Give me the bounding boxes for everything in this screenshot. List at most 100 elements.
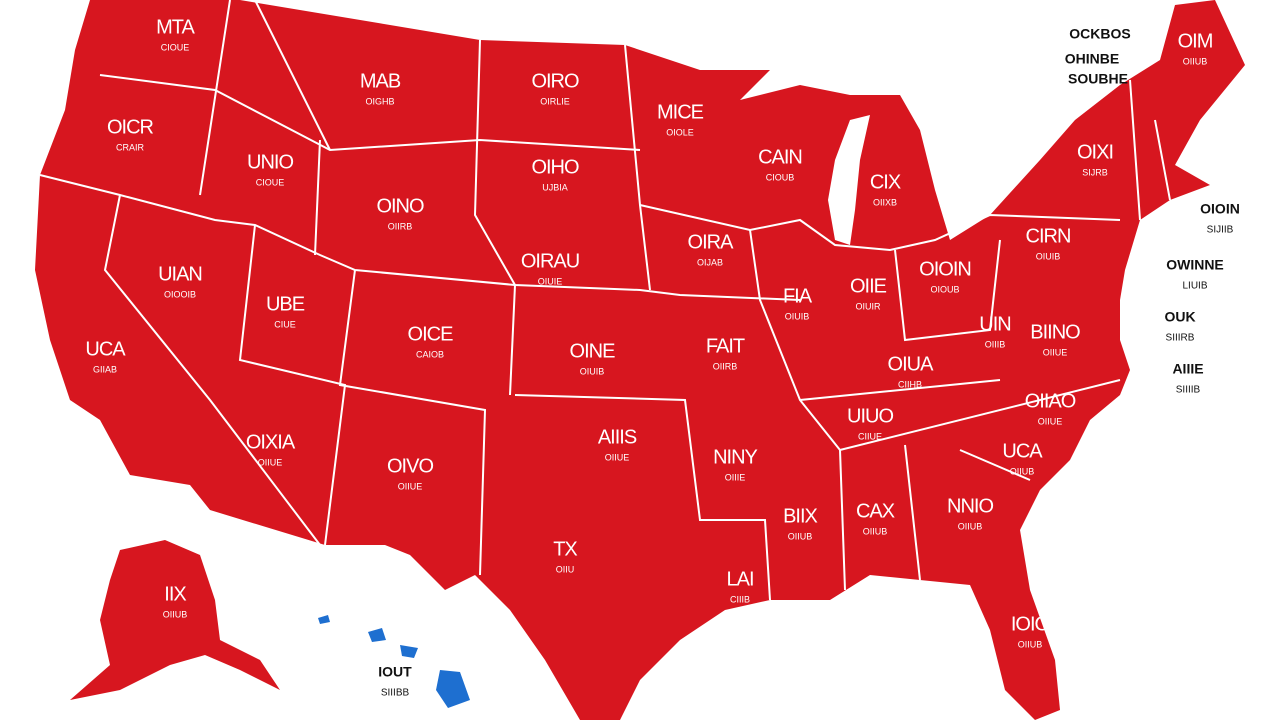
state-sublabel: CIIUE	[858, 431, 882, 441]
state-sublabel: OIIUB	[863, 526, 888, 536]
state-label: OIIE	[850, 275, 887, 297]
callout-sublabel: LIUIB	[1182, 281, 1207, 292]
state-label: UIN	[979, 313, 1010, 335]
state-sublabel: GIIAB	[93, 364, 117, 374]
state-sublabel: OIOLE	[666, 127, 694, 137]
state-label: OIUA	[888, 353, 935, 375]
state-label: OICE	[408, 323, 454, 345]
state-sublabel: OIIUE	[1038, 416, 1063, 426]
state-sublabel: OIIU	[556, 564, 575, 574]
state-sublabel: OIIUB	[163, 609, 188, 619]
state-label: UNIO	[247, 151, 293, 173]
state-sublabel: CIIIB	[730, 594, 750, 604]
state-label: BIINO	[1030, 321, 1080, 343]
state-label: MAB	[360, 70, 401, 92]
state-label: IOIO	[1011, 613, 1050, 635]
state-sublabel: OIIUB	[958, 521, 983, 531]
state-sublabel: CIIHB	[898, 379, 922, 389]
state-label: UBE	[266, 293, 305, 315]
state-label: AIIIS	[598, 426, 637, 448]
state-sublabel: OIUIR	[855, 301, 881, 311]
state-sublabel: OIIUB	[788, 531, 813, 541]
alaska	[70, 540, 280, 700]
state-label: IIX	[164, 583, 186, 605]
state-label: FAIT	[706, 335, 745, 357]
state-sublabel: OIIUB	[1018, 639, 1043, 649]
state-sublabel: OIUIB	[1036, 251, 1061, 261]
state-sublabel: OIIUB	[1010, 466, 1035, 476]
state-label: UCA	[85, 338, 126, 360]
state-sublabel: UJBIA	[542, 182, 568, 192]
state-label: MICE	[657, 101, 704, 123]
hawaii	[318, 615, 470, 708]
state-label: NINY	[713, 446, 757, 468]
state-sublabel: OIIIB	[985, 339, 1006, 349]
state-label: OICR	[107, 116, 154, 138]
state-sublabel: CAIOB	[416, 349, 444, 359]
state-sublabel: OIIUE	[258, 457, 283, 467]
state-sublabel: OIIIE	[725, 472, 746, 482]
callout-sublabel: SIIIBB	[381, 688, 410, 699]
callout-label: SOUBHE	[1068, 71, 1128, 87]
state-label: OIRO	[531, 70, 579, 92]
state-sublabel: CIOUB	[766, 172, 795, 182]
state-label: UIAN	[158, 263, 202, 285]
state-label: TX	[553, 538, 577, 560]
state-sublabel: OIIUE	[1043, 347, 1068, 357]
callout-sublabel: SIIIRB	[1166, 333, 1195, 344]
state-label: OIXIA	[246, 431, 296, 453]
state-label: OIVO	[387, 455, 433, 477]
state-label: OIIAO	[1025, 390, 1076, 412]
callout-label: OCKBOS	[1069, 26, 1130, 42]
callout-label: OWINNE	[1166, 257, 1224, 273]
state-label: OIRA	[688, 231, 735, 253]
state-label: OIOIN	[919, 258, 971, 280]
mainland	[35, 0, 1245, 720]
state-label: MTA	[156, 16, 195, 38]
state-label: OIM	[1178, 30, 1213, 52]
state-sublabel: OIOUB	[930, 284, 959, 294]
callout-label: IOUT	[378, 664, 412, 680]
state-label: LAI	[726, 568, 753, 590]
state-sublabel: OIIRB	[713, 361, 738, 371]
state-sublabel: OIUIB	[580, 366, 605, 376]
state-label: CAIN	[758, 146, 802, 168]
callout-label: OUK	[1164, 309, 1195, 325]
state-label: UIUO	[847, 405, 893, 427]
state-sublabel: OIIXB	[873, 197, 897, 207]
state-sublabel: OIUIE	[538, 276, 563, 286]
state-label: BIIX	[783, 505, 817, 527]
callout-sublabel: SIIIIB	[1176, 385, 1201, 396]
state-label: FIA	[783, 285, 813, 307]
state-sublabel: OIIUB	[1183, 56, 1208, 66]
state-label: CAX	[856, 500, 895, 522]
state-sublabel: CIOUE	[256, 177, 285, 187]
state-sublabel: OIIUE	[605, 452, 630, 462]
state-sublabel: OIOOIB	[164, 289, 196, 299]
state-sublabel: CRAIR	[116, 142, 145, 152]
state-label: CIX	[870, 171, 901, 193]
state-sublabel: OIRLIE	[540, 96, 570, 106]
state-label: CIRN	[1026, 225, 1071, 247]
state-label: UCA	[1002, 440, 1043, 462]
callout-label: OIOIN	[1200, 201, 1240, 217]
state-sublabel: CIUE	[274, 319, 296, 329]
state-sublabel: OIIUE	[398, 481, 423, 491]
callout-sublabel: SIJIIB	[1207, 225, 1234, 236]
state-label: OIHO	[531, 156, 579, 178]
state-sublabel: OIUIB	[785, 311, 810, 321]
state-sublabel: OIIRB	[388, 221, 413, 231]
lake-michigan	[828, 115, 870, 245]
state-borders	[39, 0, 1171, 601]
state-label: OINO	[376, 195, 424, 217]
state-sublabel: SIJRB	[1082, 167, 1108, 177]
callout-label: AIIIE	[1172, 361, 1203, 377]
state-sublabel: OIGHB	[365, 96, 394, 106]
state-label: OIRAU	[521, 250, 579, 272]
state-sublabel: CIOUE	[161, 42, 190, 52]
state-sublabel: OIJAB	[697, 257, 723, 267]
state-label: OINE	[570, 340, 616, 362]
state-label: OIXI	[1077, 141, 1113, 163]
state-label: NNIO	[947, 495, 993, 517]
